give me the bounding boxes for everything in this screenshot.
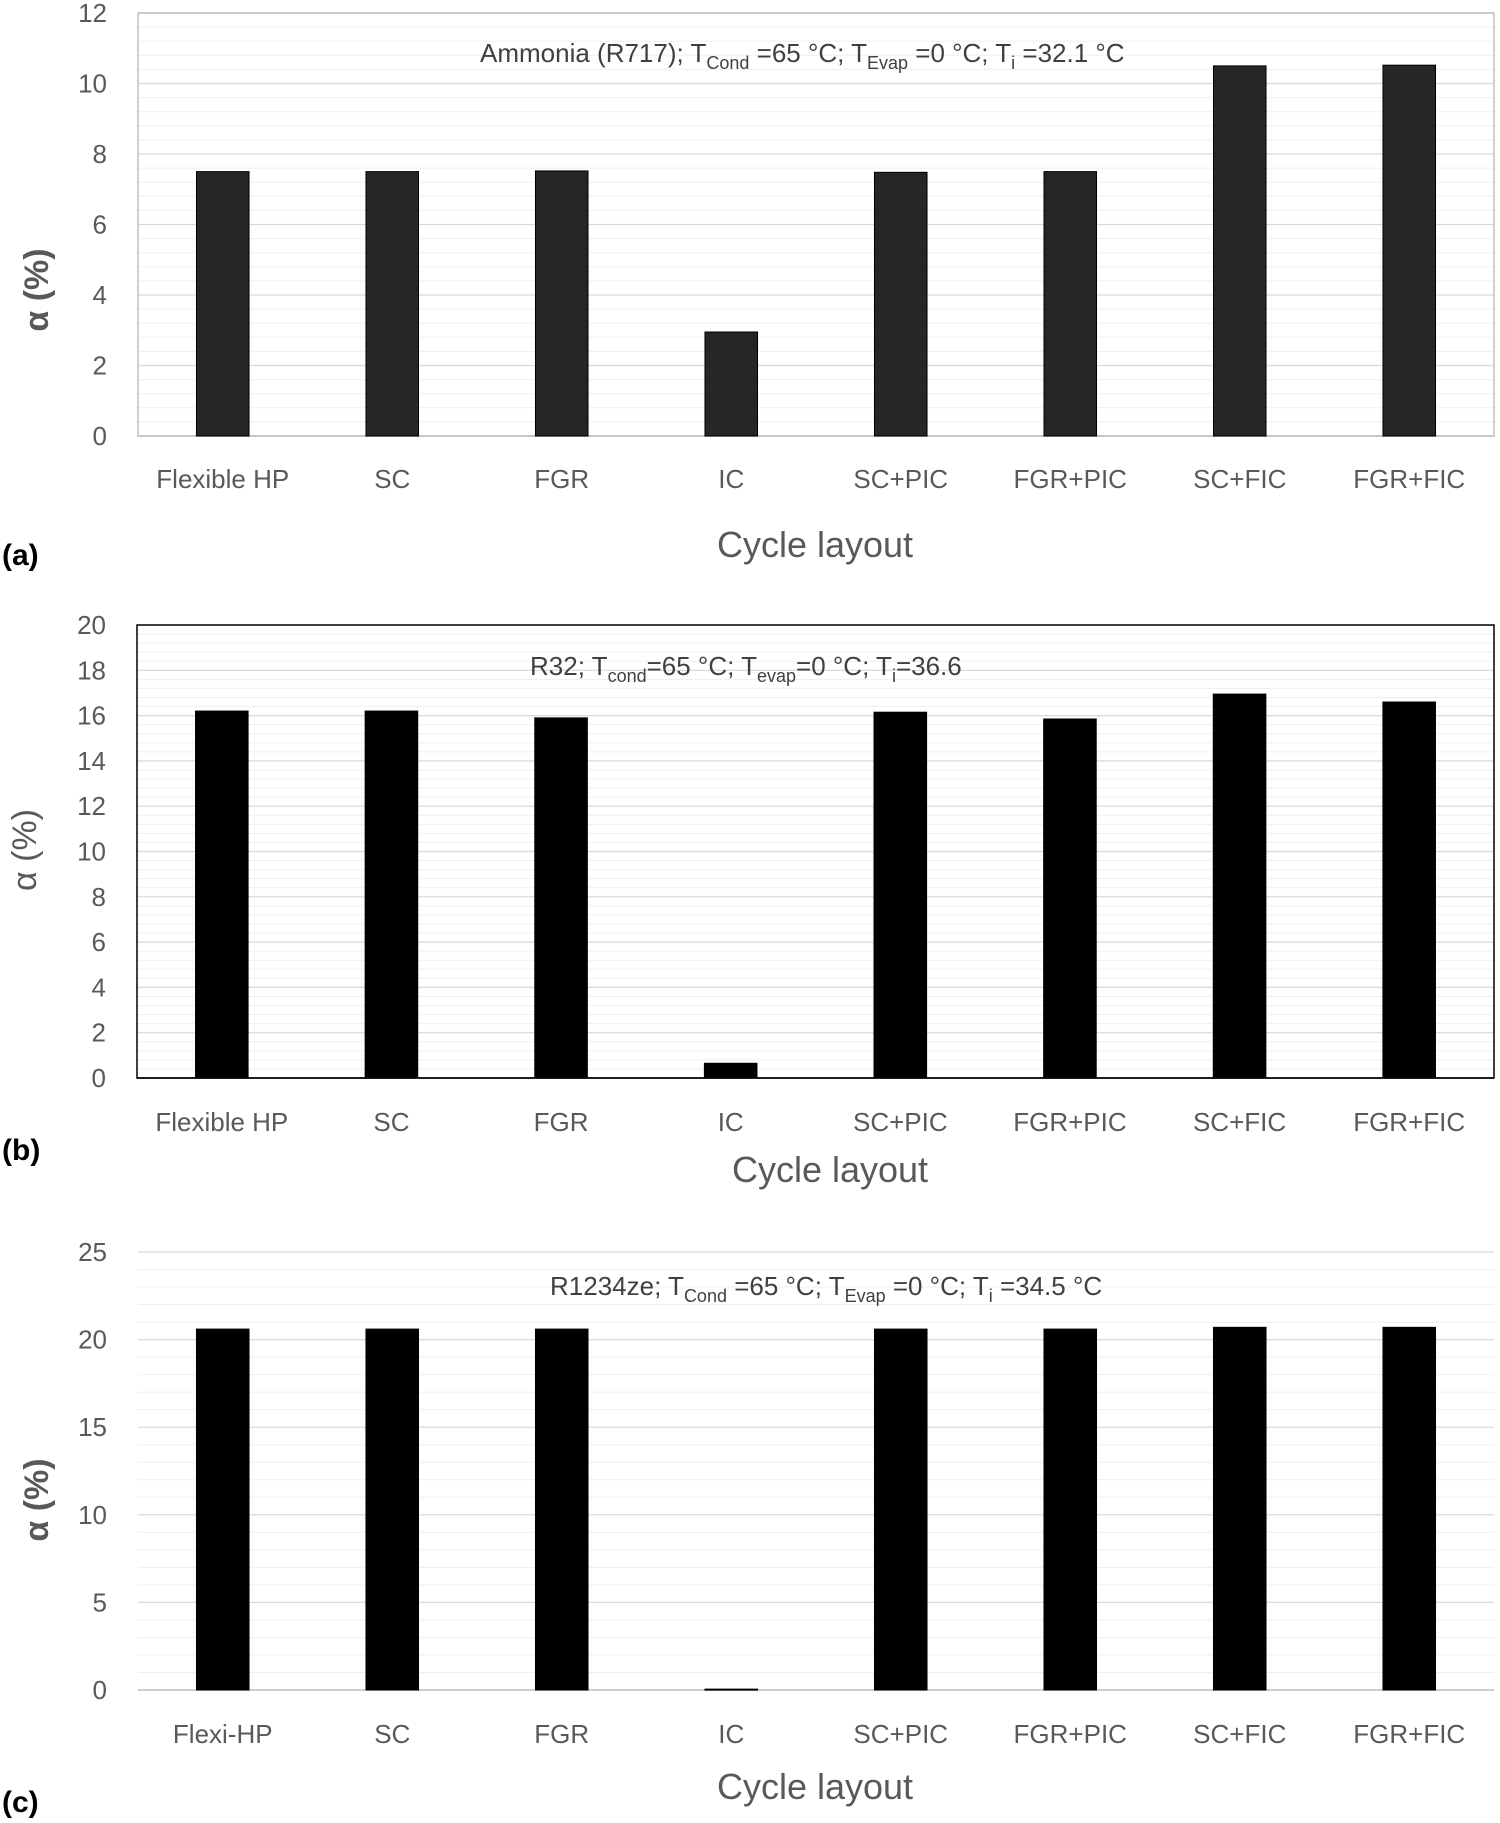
y-tick-label: 15: [78, 1412, 107, 1442]
x-tick-label: IC: [718, 1719, 744, 1749]
bar-sc: [365, 171, 420, 437]
x-tick-label: FGR+FIC: [1353, 464, 1465, 494]
y-tick-label: 16: [77, 701, 106, 731]
y-tick-label: 2: [93, 351, 107, 381]
bar-flexible-hp: [195, 710, 249, 1079]
bar-fgr-pic: [1043, 1328, 1098, 1691]
bar-sc: [365, 1328, 420, 1691]
x-tick-label: SC+PIC: [853, 464, 948, 494]
x-tick-label: SC: [374, 1719, 410, 1749]
y-tick-label: 25: [78, 1237, 107, 1267]
x-axis-title: Cycle layout: [717, 1766, 913, 1807]
x-tick-label: SC: [374, 464, 410, 494]
y-axis-title: α (%): [6, 809, 44, 891]
y-tick-label: 10: [77, 837, 106, 867]
bar-fgr: [534, 717, 588, 1079]
bar-fgr-pic: [1043, 171, 1098, 437]
y-tick-label: 20: [78, 1325, 107, 1355]
y-tick-label: 2: [92, 1018, 106, 1048]
x-tick-label: IC: [718, 464, 744, 494]
x-axis-title: Cycle layout: [717, 524, 913, 565]
y-tick-label: 8: [92, 882, 106, 912]
y-tick-label: 0: [93, 1675, 107, 1705]
x-tick-label: FGR+PIC: [1013, 1107, 1126, 1137]
bar-sc-pic: [873, 711, 928, 1079]
x-tick-label: FGR: [534, 1719, 589, 1749]
bar-sc-pic: [873, 171, 928, 437]
x-tick-label: FGR+FIC: [1353, 1719, 1465, 1749]
y-tick-label: 10: [78, 1500, 107, 1530]
bar-ic: [703, 1062, 758, 1079]
x-tick-label: SC+FIC: [1193, 1107, 1286, 1137]
panel-label: (c): [2, 1786, 39, 1819]
chart-annotation: R1234ze; TCond =65 °C; TEvap =0 °C; Ti =…: [550, 1271, 1102, 1306]
x-axis-title: Cycle layout: [732, 1149, 928, 1190]
x-tick-label: Flexible HP: [156, 464, 289, 494]
bar-fgr-fic: [1382, 64, 1437, 437]
chart-annotation: Ammonia (R717); TCond =65 °C; TEvap =0 °…: [480, 38, 1125, 73]
x-tick-label: FGR: [534, 1107, 589, 1137]
bar-fgr: [534, 1328, 589, 1691]
bar-ic: [704, 1688, 759, 1691]
chart-panel-2: 0 2 4 6 8 10 12 14 16 18 20 Flexible HP SC FGR IC SC+PI…: [2, 610, 1495, 1190]
bar-sc: [364, 710, 419, 1079]
y-tick-label: 6: [93, 210, 107, 240]
bar-sc-fic: [1212, 693, 1267, 1079]
bar-sc-fic: [1212, 1326, 1267, 1691]
y-tick-label: 0: [93, 421, 107, 451]
panel-label: (b): [2, 1134, 40, 1167]
x-tick-label: SC+FIC: [1193, 464, 1286, 494]
bar-flexible-hp: [195, 171, 250, 437]
panel-label: (a): [2, 539, 39, 572]
y-tick-label: 0: [92, 1063, 106, 1093]
bar-fgr-fic: [1382, 1326, 1437, 1691]
chart-panel-3: 0 5 10 15 20 25 Flexi-HP SC FGR IC SC+PIC FGR+PIC SC…: [2, 1237, 1494, 1819]
bar-sc-pic: [873, 1328, 928, 1691]
x-tick-label: SC: [373, 1107, 409, 1137]
y-tick-label: 4: [92, 972, 106, 1002]
x-tick-label: SC+FIC: [1193, 1719, 1286, 1749]
x-tick-label: IC: [718, 1107, 744, 1137]
y-tick-label: 5: [93, 1587, 107, 1617]
y-axis-title: α (%): [18, 1458, 56, 1541]
bar-flexi-hp: [195, 1328, 250, 1691]
y-tick-label: 20: [77, 610, 106, 640]
chart-panel-1: 0 2 4 6 8 10 12 Flexible HP SC FGR IC SC+PIC FGR+PIC…: [2, 0, 1495, 572]
bar-fgr-pic: [1043, 718, 1097, 1079]
x-tick-label: Flexi-HP: [173, 1719, 273, 1749]
x-tick-label: SC+PIC: [853, 1719, 948, 1749]
x-tick-label: SC+PIC: [853, 1107, 948, 1137]
bar-fgr-fic: [1382, 701, 1436, 1079]
y-tick-label: 4: [93, 280, 107, 310]
x-tick-label: FGR+PIC: [1014, 1719, 1127, 1749]
bar-ic: [704, 331, 759, 437]
bar-sc-fic: [1212, 65, 1267, 437]
chart-annotation: R32; Tcond=65 °C; Tevap=0 °C; Ti=36.6: [530, 651, 962, 686]
y-tick-label: 8: [93, 139, 107, 169]
x-tick-label: FGR: [534, 464, 589, 494]
y-tick-label: 12: [78, 0, 107, 28]
x-tick-label: FGR+PIC: [1014, 464, 1127, 494]
x-tick-label: FGR+FIC: [1353, 1107, 1465, 1137]
y-axis-title: α (%): [18, 248, 56, 331]
y-tick-label: 18: [77, 655, 106, 685]
x-tick-label: Flexible HP: [155, 1107, 288, 1137]
bar-fgr: [534, 170, 589, 437]
y-tick-label: 14: [77, 746, 106, 776]
y-tick-label: 6: [92, 927, 106, 957]
y-tick-label: 12: [77, 791, 106, 821]
y-tick-label: 10: [78, 69, 107, 99]
